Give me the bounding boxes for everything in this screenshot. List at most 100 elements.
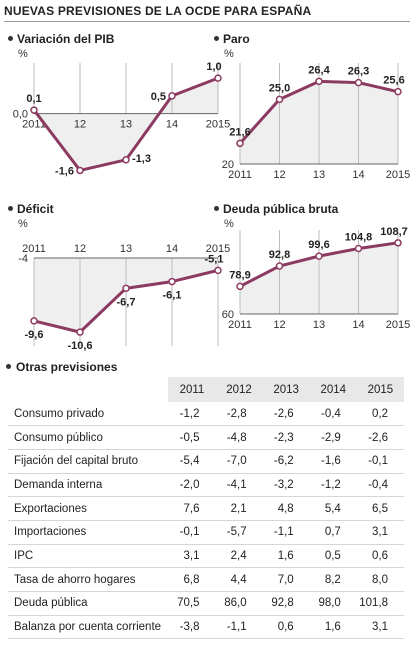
data-point [76,328,84,336]
data-label: 92,8 [269,249,290,261]
table-cell: 7,6 [168,496,216,521]
data-point [394,239,402,247]
x-tick-label: 14 [352,319,364,331]
table-row: Consumo privado -1,2 -2,8 -2,6 -0,4 0,2 [8,402,404,427]
data-label: 26,3 [348,66,369,78]
data-label: -1,6 [55,165,74,177]
data-point [236,282,244,291]
table-cell: 3,1 [168,544,216,569]
title-divider [4,21,410,22]
row-label: IPC [8,544,169,569]
x-tick-label: 13 [313,169,325,181]
chart-title: Paro [223,32,250,46]
table-cell: -4,1 [215,473,263,498]
table-cell: -2,9 [309,425,357,450]
data-point [122,284,130,293]
x-tick-label: 2015 [206,119,230,131]
data-label: -6,1 [163,290,182,302]
table-cell: 4,4 [215,567,263,592]
table-cell: -0,4 [309,402,357,427]
table-cell: 70,5 [168,591,216,616]
table-section-label: Otras previsiones [16,360,118,374]
table-cell: 1,6 [262,544,310,569]
table-cell: 0,6 [262,615,310,640]
data-label: 0,1 [26,93,41,105]
unit-label: % [224,218,234,230]
data-label: -9,6 [25,329,44,341]
row-label: Exportaciones [8,496,169,521]
table-row: Deuda pública 70,5 86,0 92,8 98,0 101,8 [8,591,404,616]
data-label: 1,0 [206,61,221,73]
data-point [236,139,244,148]
table-cell: -2,3 [262,425,310,450]
bullet-icon [8,36,13,41]
row-label: Consumo privado [8,402,169,427]
table-cell: 6,8 [168,567,216,592]
baseline-label: -4 [18,253,28,265]
x-tick-label: 2011 [228,169,252,181]
table-cell: 5,4 [309,496,357,521]
table-cell: -6,2 [262,449,310,474]
table-cell: -3,2 [262,473,310,498]
table-cell: 98,0 [309,591,357,616]
row-label: Balanza por cuenta corriente [8,615,169,640]
forecast-table: 2011 2012 2013 2014 2015 Consumo privado -1,2… [8,377,404,640]
table-cell: 8,0 [356,567,404,592]
x-tick-label: 13 [120,119,132,131]
data-label: -1,3 [132,153,151,165]
data-point [214,74,222,82]
data-point [315,77,323,86]
data-point [354,78,363,87]
data-label: -10,6 [67,340,92,352]
table-cell: -0,5 [168,425,216,450]
table-cell: 0,6 [356,544,404,569]
x-tick-label: 14 [166,243,178,255]
data-label: 78,9 [229,269,250,281]
data-label: 99,6 [308,239,329,251]
x-tick-label: 2015 [386,169,410,181]
table-cell: -3,8 [168,615,216,640]
table-cell: 0,2 [356,402,404,427]
data-label: 104,8 [345,232,373,244]
table-column-header: 2011 [168,377,216,402]
data-label: 0,5 [151,91,166,103]
x-tick-label: 2011 [22,243,46,255]
data-label: 108,7 [380,226,408,238]
data-label: -5,1 [205,253,224,265]
x-tick-label: 14 [166,119,178,131]
x-tick-label: 2011 [22,119,46,131]
x-tick-label: 13 [313,319,325,331]
table-cell: 92,8 [262,591,310,616]
data-label: 21,6 [229,126,250,138]
row-label: Deuda pública [8,591,169,616]
data-point [275,262,284,270]
table-column-header: 2013 [262,377,310,402]
unit-label: % [18,218,28,230]
data-point [168,277,176,286]
table-cell: -0,1 [168,520,216,545]
page-title: NUEVAS PREVISIONES DE LA OCDE PARA ESPAÑ… [4,4,312,18]
bullet-icon [6,364,11,370]
x-tick-label: 13 [120,243,132,255]
table-cell: -7,0 [215,449,263,474]
row-label: Importaciones [8,520,169,545]
baseline-label: 20 [222,159,234,171]
data-point [275,95,284,104]
table-cell: 7,0 [262,567,310,592]
table-cell: 3,1 [356,520,404,545]
bullet-icon [214,206,219,211]
table-cell: 4,8 [262,496,310,521]
x-tick-label: 12 [74,243,86,255]
data-point [122,156,130,164]
table-cell: -2,0 [168,473,216,498]
table-cell: 0,5 [309,544,357,569]
x-tick-label: 12 [273,169,285,181]
data-point [315,252,323,260]
table-row: Balanza por cuenta corriente -3,8 -1,1 0,6 1… [8,615,404,640]
row-label: Fijación del capital bruto [8,449,169,474]
row-label: Tasa de ahorro hogares [8,567,169,592]
table-section-title: Otras previsiones [6,360,117,374]
